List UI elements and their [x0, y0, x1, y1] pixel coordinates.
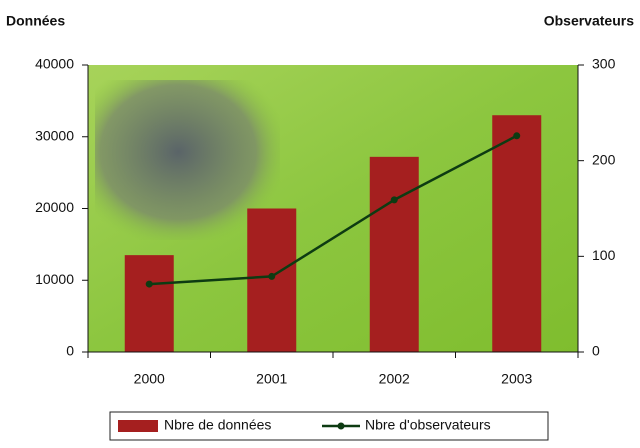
- y2-tick-label: 100: [592, 247, 616, 263]
- line-marker: [146, 281, 153, 288]
- y-tick-label: 0: [66, 343, 74, 359]
- x-tick-label: 2001: [256, 371, 287, 387]
- y-tick-label: 10000: [35, 271, 74, 287]
- x-tick-label: 2000: [134, 371, 165, 387]
- y-tick-label: 40000: [35, 56, 74, 72]
- legend-swatch: [118, 420, 158, 432]
- x-tick-label: 2002: [379, 371, 410, 387]
- legend-label: Nbre de données: [164, 417, 271, 433]
- y-axis-title: Données: [6, 13, 65, 29]
- legend-label: Nbre d'observateurs: [365, 417, 491, 433]
- y-tick-label: 20000: [35, 199, 74, 215]
- bar: [247, 209, 296, 353]
- x-tick-label: 2003: [501, 371, 532, 387]
- bar: [125, 255, 174, 352]
- y2-tick-label: 200: [592, 151, 616, 167]
- y-tick-label: 30000: [35, 127, 74, 143]
- y2-axis-title: Observateurs: [544, 13, 634, 29]
- line-marker: [513, 132, 520, 139]
- line-marker: [391, 196, 398, 203]
- bar: [492, 115, 541, 352]
- chart: Données Observateurs 0100002000030000400…: [0, 0, 640, 448]
- y2-tick-label: 300: [592, 56, 616, 72]
- legend-marker: [338, 423, 345, 430]
- line-marker: [268, 273, 275, 280]
- bar: [370, 157, 419, 352]
- y2-tick-label: 0: [592, 343, 600, 359]
